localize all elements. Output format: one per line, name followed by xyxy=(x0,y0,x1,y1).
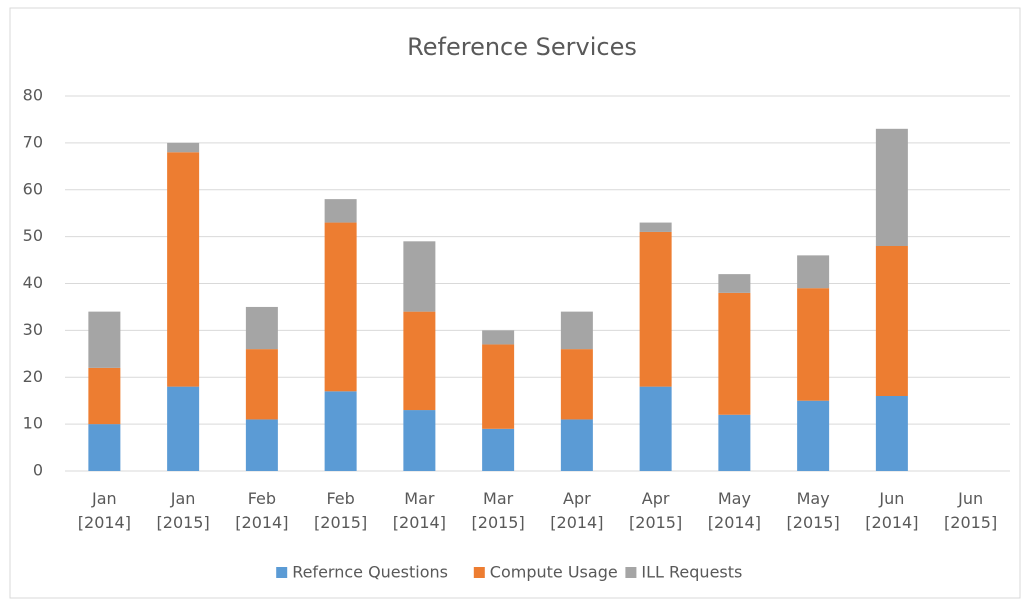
legend-label: Compute Usage xyxy=(490,563,618,582)
x-tick-label: Mar [2014] xyxy=(393,489,446,532)
bar-segment xyxy=(639,231,672,387)
x-tick-label: Apr [2015] xyxy=(629,489,682,532)
x-tick-label: Apr [2014] xyxy=(550,489,603,532)
bar-segment xyxy=(718,292,751,415)
y-tick-label: 40 xyxy=(23,273,43,292)
legend-swatch xyxy=(625,567,637,578)
y-tick-label: 20 xyxy=(23,367,43,386)
x-tick-label: Jun [2014] xyxy=(865,489,918,532)
x-tick-label: May [2014] xyxy=(708,489,761,532)
bar-segment xyxy=(324,222,357,392)
bar-segment xyxy=(403,311,436,411)
x-tick-label: May [2015] xyxy=(787,489,840,532)
chart-title: Reference Services xyxy=(407,33,637,61)
bar-segment xyxy=(797,400,830,471)
bar-segment xyxy=(639,386,672,471)
bar-segment xyxy=(797,255,830,289)
bar-segment xyxy=(88,311,121,368)
bar-segment xyxy=(324,199,357,223)
bar-segment xyxy=(403,241,436,312)
bar-segment xyxy=(482,428,515,471)
bar-segment xyxy=(718,414,751,471)
y-tick-label: 60 xyxy=(23,179,43,198)
bar-segment xyxy=(482,344,515,429)
x-tick-label: Mar [2015] xyxy=(472,489,525,532)
legend-label: Refernce Questions xyxy=(292,563,448,582)
bar-segment xyxy=(639,222,672,232)
y-tick-label: 30 xyxy=(23,320,43,339)
bar-segment xyxy=(875,246,908,396)
legend-swatch xyxy=(473,567,485,578)
legend-label: ILL Requests xyxy=(641,563,742,582)
x-tick-label: Feb [2014] xyxy=(235,489,288,532)
x-tick-label: Jan [2015] xyxy=(157,489,210,532)
y-tick-label: 70 xyxy=(23,132,43,151)
x-tick-label: Feb [2015] xyxy=(314,489,367,532)
y-tick-label: 80 xyxy=(23,86,43,105)
bar-segment xyxy=(875,128,908,246)
bar-segment xyxy=(482,330,515,345)
bar-segment xyxy=(245,306,278,350)
bar-segment xyxy=(324,391,357,471)
bar-segment xyxy=(88,424,121,471)
bar-segment xyxy=(88,367,121,425)
legend-swatch xyxy=(276,567,288,578)
bar-segment xyxy=(167,152,200,387)
bar-segment xyxy=(797,288,830,401)
y-tick-label: 50 xyxy=(23,226,43,245)
x-tick-label: Jun [2015] xyxy=(944,489,997,532)
bar-segment xyxy=(718,274,751,293)
x-tick-label: Jan [2014] xyxy=(78,489,131,532)
bar-segment xyxy=(560,349,593,420)
bar-segment xyxy=(167,386,200,471)
bar-segment xyxy=(875,396,908,471)
y-tick-label: 0 xyxy=(33,461,43,480)
bar-segment xyxy=(560,311,593,350)
bar-segment xyxy=(560,419,593,471)
bar-segment xyxy=(245,349,278,420)
y-tick-label: 10 xyxy=(23,414,43,433)
bar-segment xyxy=(245,419,278,471)
bar-segment xyxy=(167,142,200,153)
bar-segment xyxy=(403,410,436,471)
